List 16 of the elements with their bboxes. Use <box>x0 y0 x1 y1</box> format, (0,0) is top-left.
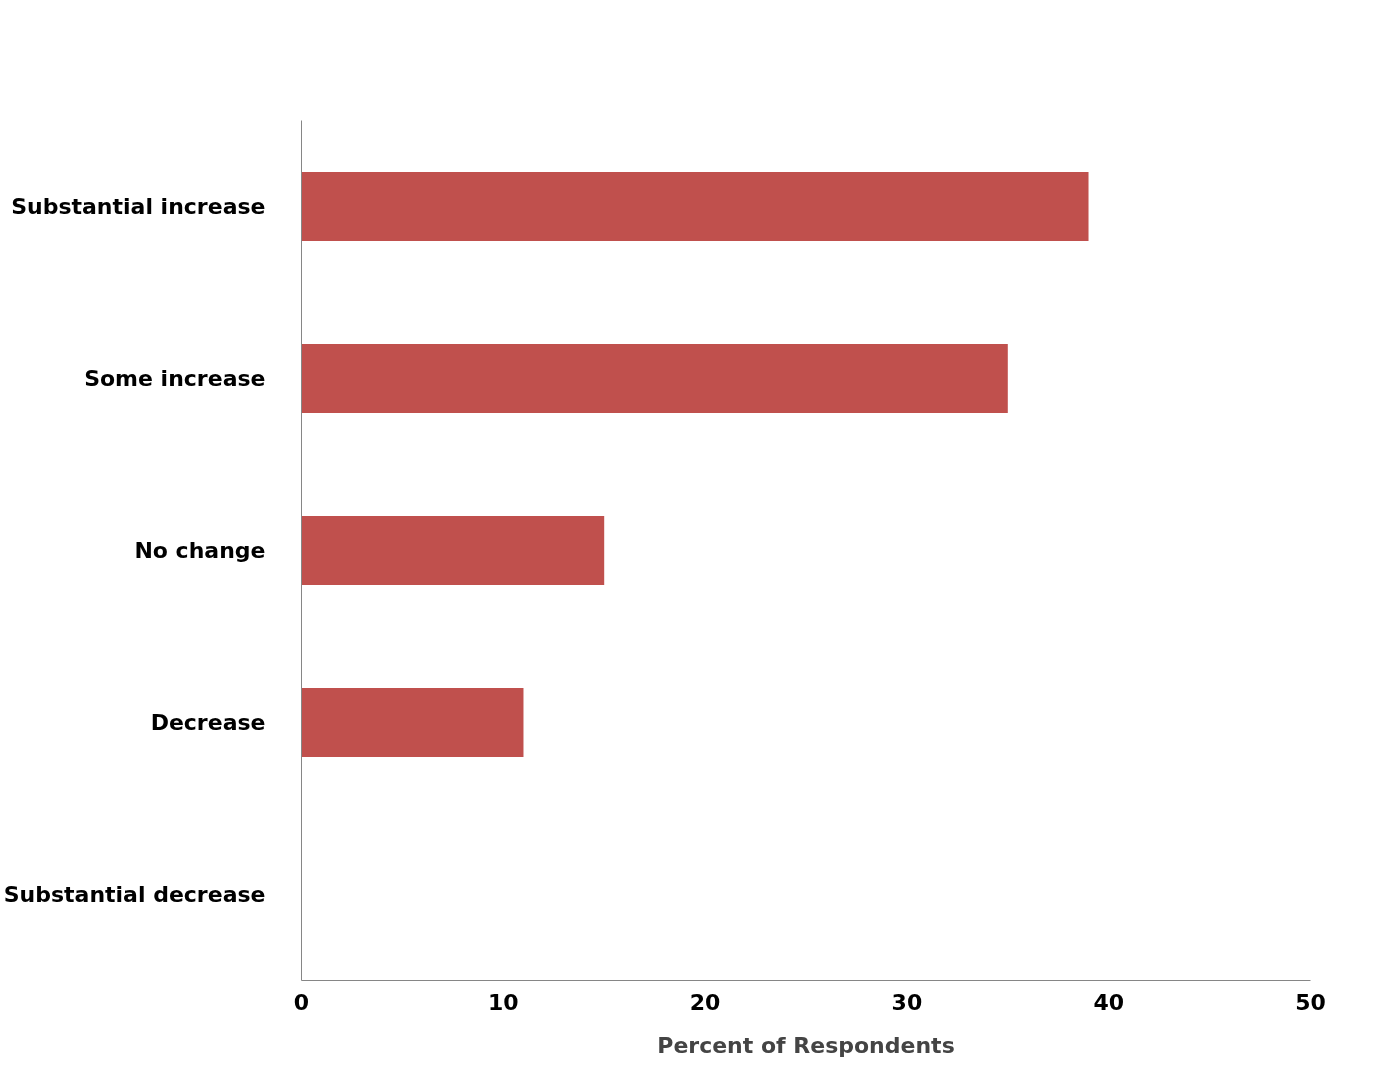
bar <box>301 172 1089 241</box>
y-tick-label: Some increase <box>84 366 266 391</box>
bar <box>301 344 1008 413</box>
x-tick-label: 30 <box>891 989 923 1015</box>
x-tick-label: 50 <box>1295 989 1326 1015</box>
y-tick-label: No change <box>134 538 266 563</box>
x-axis-title: Percent of Respondents <box>657 1032 955 1058</box>
y-tick-label: Substantial increase <box>11 194 266 219</box>
x-tick-label: 0 <box>293 989 310 1015</box>
bar <box>301 516 605 585</box>
x-tick-label: 40 <box>1093 989 1125 1015</box>
x-tick-label: 20 <box>689 989 721 1015</box>
y-tick-label: Decrease <box>150 710 266 735</box>
bar <box>301 688 524 757</box>
x-tick-label: 10 <box>487 989 519 1015</box>
y-tick-label: Substantial decrease <box>3 882 266 907</box>
